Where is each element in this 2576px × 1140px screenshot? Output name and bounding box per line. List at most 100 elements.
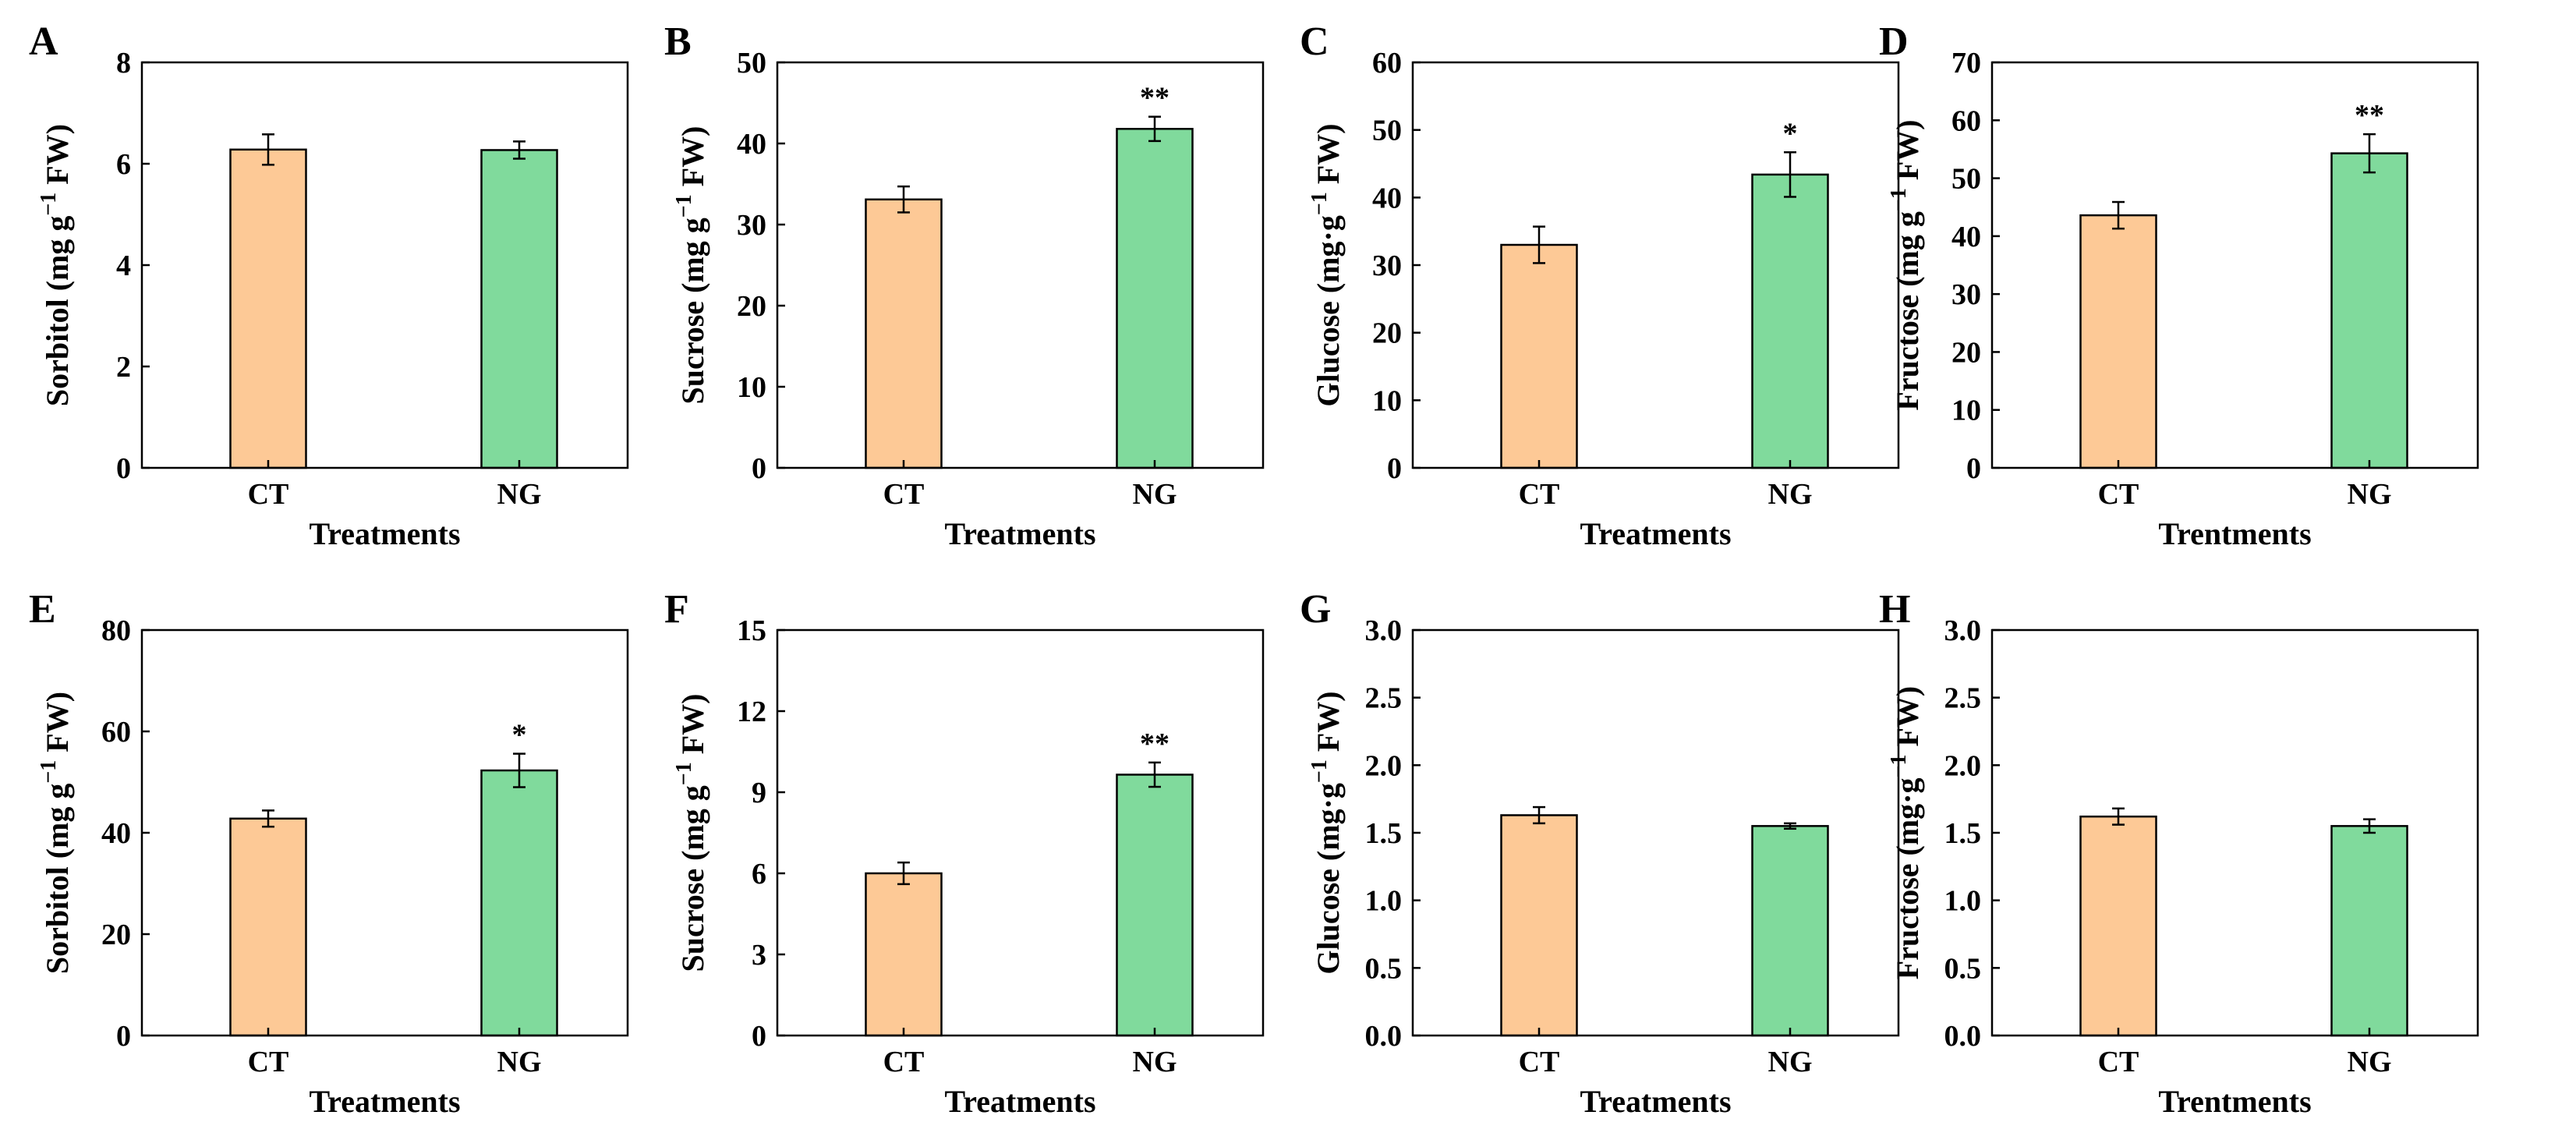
y-axis-title: Glucose (mg·g−1 FW)	[1307, 123, 1346, 406]
y-tick-label: 2.0	[1365, 749, 1403, 782]
y-axis-title-exponent: −1	[672, 194, 696, 218]
panel-letter: F	[664, 587, 689, 632]
y-tick-label: 60	[1372, 47, 1402, 80]
x-tick-label: NG	[2348, 1046, 2392, 1078]
y-tick-label: 80	[101, 614, 131, 647]
y-tick-label: 10	[737, 371, 766, 404]
y-tick-label: 6	[752, 858, 766, 890]
plot-frame	[1411, 61, 1900, 469]
bar-ng	[1116, 128, 1194, 469]
y-tick-label: 15	[737, 614, 766, 647]
panel-d: D CT ** NG 0 10 20 30 40 50 60 70 Trentments Fructose…	[1879, 19, 2479, 551]
y-tick-label: 40	[101, 817, 131, 850]
y-axis-title-main: Fructose (mg g	[1890, 211, 1925, 410]
significance-mark: **	[1140, 82, 1169, 115]
y-axis-title-unit: FW)	[40, 692, 75, 760]
x-tick-label: NG	[1768, 1046, 1813, 1078]
y-tick-label: 60	[1951, 104, 1981, 137]
y-tick-label: 20	[101, 919, 131, 951]
bar-ng	[1751, 173, 1829, 469]
error-bar-ct	[1533, 225, 1545, 264]
y-axis-title-exponent: −1	[1887, 754, 1911, 777]
panel-h: H CT NG 0.0 0.5 1.0 1.5 2.0 2.5 3.0 Trentments Fruc…	[1879, 587, 2479, 1119]
y-axis-title-main: Sorbitol (mg g	[40, 216, 75, 406]
y-tick-label: 1.0	[1365, 885, 1403, 918]
y-tick-label: 50	[737, 47, 766, 80]
y-axis-title-unit: FW)	[40, 124, 75, 193]
y-tick-label: 0.5	[1365, 952, 1403, 985]
y-axis-title-unit: FW)	[675, 694, 710, 763]
plot-frame	[140, 61, 629, 469]
y-tick-label: 60	[101, 716, 131, 749]
y-tick-label: 3.0	[1944, 614, 1982, 647]
y-axis-title-unit: FW)	[1890, 119, 1925, 188]
y-tick-label: 30	[737, 209, 766, 242]
x-tick-label: NG	[2348, 478, 2392, 511]
y-tick-label: 2.0	[1944, 749, 1982, 782]
plot-frame	[1411, 628, 1900, 1037]
x-axis-title: Treatments	[944, 516, 1095, 551]
error-bar-ct	[2112, 807, 2125, 826]
bar-ct	[865, 198, 943, 469]
y-tick-label: 30	[1372, 250, 1402, 282]
error-bar-ng	[1784, 822, 1796, 830]
y-tick-label: 2.5	[1365, 682, 1403, 715]
error-bar-ng	[2363, 818, 2376, 834]
bar-ct	[229, 817, 307, 1037]
x-axis-title: Treatments	[1580, 516, 1731, 551]
error-bar-ng	[513, 752, 525, 788]
bar-ng	[480, 769, 558, 1037]
y-tick-label: 70	[1951, 47, 1981, 80]
y-tick-label: 9	[752, 777, 766, 809]
y-axis-title-unit: FW)	[1890, 686, 1925, 755]
y-tick-label: 1.0	[1944, 885, 1982, 918]
x-tick-label: NG	[497, 1046, 542, 1078]
y-axis-title-unit: FW)	[1311, 691, 1346, 759]
y-tick-label: 0	[752, 1020, 766, 1053]
y-axis-title: Sorbitol (mg g−1 FW)	[37, 692, 75, 974]
bar-ng	[2330, 825, 2408, 1037]
y-axis-title: Glucose (mg·g−1 FW)	[1307, 691, 1346, 974]
bar-ct	[865, 872, 943, 1037]
y-axis-title-main: Fructose (mg·g	[1890, 777, 1925, 979]
y-tick-label: 0.5	[1944, 952, 1982, 985]
y-tick-label: 20	[1951, 336, 1981, 369]
y-tick-label: 8	[116, 47, 131, 80]
y-tick-label: 1.5	[1944, 817, 1982, 850]
error-bar-ct	[262, 133, 274, 166]
x-axis-title: Treatments	[944, 1084, 1095, 1119]
y-axis-title-main: Glucose (mg·g	[1311, 215, 1346, 407]
y-tick-label: 50	[1372, 115, 1402, 147]
bar-ng	[480, 149, 558, 469]
bar-ct	[1500, 814, 1578, 1037]
panel-c: C CT * NG 0 10 20 30 40 50 60 Treatments Glucose (mg…	[1300, 19, 1900, 551]
y-axis-title-exponent: −1	[1307, 759, 1332, 783]
error-bar-ct	[897, 185, 910, 214]
x-tick-label: NG	[1133, 1046, 1177, 1078]
y-tick-label: 2.5	[1944, 682, 1982, 715]
y-tick-label: 12	[737, 696, 766, 728]
x-axis-title: Trentments	[2158, 516, 2311, 551]
panel-letter: D	[1879, 19, 1909, 64]
x-tick-label: CT	[883, 1046, 925, 1078]
x-axis-title: Treatments	[309, 516, 460, 551]
x-tick-label: CT	[1519, 1046, 1560, 1078]
bar-ct	[2079, 214, 2157, 469]
y-tick-label: 0	[116, 1020, 131, 1053]
y-axis-title: Sorbitol (mg g−1 FW)	[37, 124, 75, 406]
x-axis-title: Treatments	[1580, 1084, 1731, 1119]
y-axis-title-exponent: −1	[1887, 188, 1911, 211]
significance-mark: **	[2355, 99, 2384, 132]
y-axis-title-exponent: −1	[672, 762, 696, 785]
plot-frame	[1990, 628, 2479, 1037]
panel-a: A CT NG 0 2 4 6 8 Treatments Sorbitol (mg g−1 FW)	[29, 19, 629, 551]
bar-ct	[2079, 815, 2157, 1037]
y-axis-title-exponent: −1	[1307, 192, 1332, 215]
panel-g: G CT NG 0.0 0.5 1.0 1.5 2.0 2.5 3.0 Treatments Gluc…	[1300, 587, 1900, 1119]
panel-letter: E	[29, 587, 56, 632]
plot-frame	[140, 628, 629, 1037]
panel-letter: H	[1879, 587, 1910, 632]
x-tick-label: CT	[2098, 1046, 2139, 1078]
x-tick-label: CT	[2098, 478, 2139, 511]
x-tick-label: CT	[248, 1046, 289, 1078]
